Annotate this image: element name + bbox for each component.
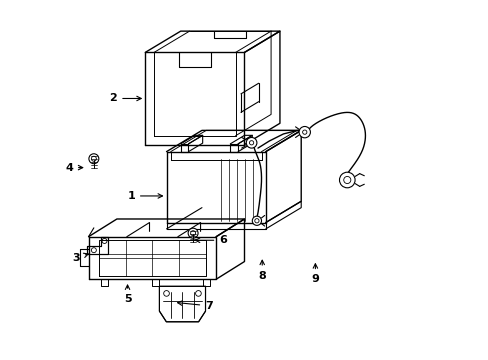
Text: 3: 3 xyxy=(72,253,88,263)
Polygon shape xyxy=(86,237,108,255)
Text: 8: 8 xyxy=(258,260,265,281)
Circle shape xyxy=(339,172,354,188)
Circle shape xyxy=(299,126,310,138)
Polygon shape xyxy=(216,219,244,279)
Circle shape xyxy=(188,228,198,238)
Polygon shape xyxy=(244,31,279,145)
Polygon shape xyxy=(159,286,205,322)
Polygon shape xyxy=(166,152,265,222)
Circle shape xyxy=(252,216,261,225)
Text: 6: 6 xyxy=(195,235,227,245)
Polygon shape xyxy=(145,31,279,53)
Polygon shape xyxy=(88,237,216,279)
Text: 5: 5 xyxy=(123,285,131,304)
Text: 4: 4 xyxy=(65,163,82,172)
Text: 7: 7 xyxy=(177,301,212,311)
Circle shape xyxy=(246,138,256,148)
Text: 9: 9 xyxy=(311,264,319,284)
Polygon shape xyxy=(166,130,301,152)
Circle shape xyxy=(89,154,99,164)
Text: 1: 1 xyxy=(127,191,162,201)
Polygon shape xyxy=(145,53,244,145)
Polygon shape xyxy=(265,130,301,222)
Polygon shape xyxy=(88,219,244,237)
Text: 2: 2 xyxy=(109,94,141,103)
